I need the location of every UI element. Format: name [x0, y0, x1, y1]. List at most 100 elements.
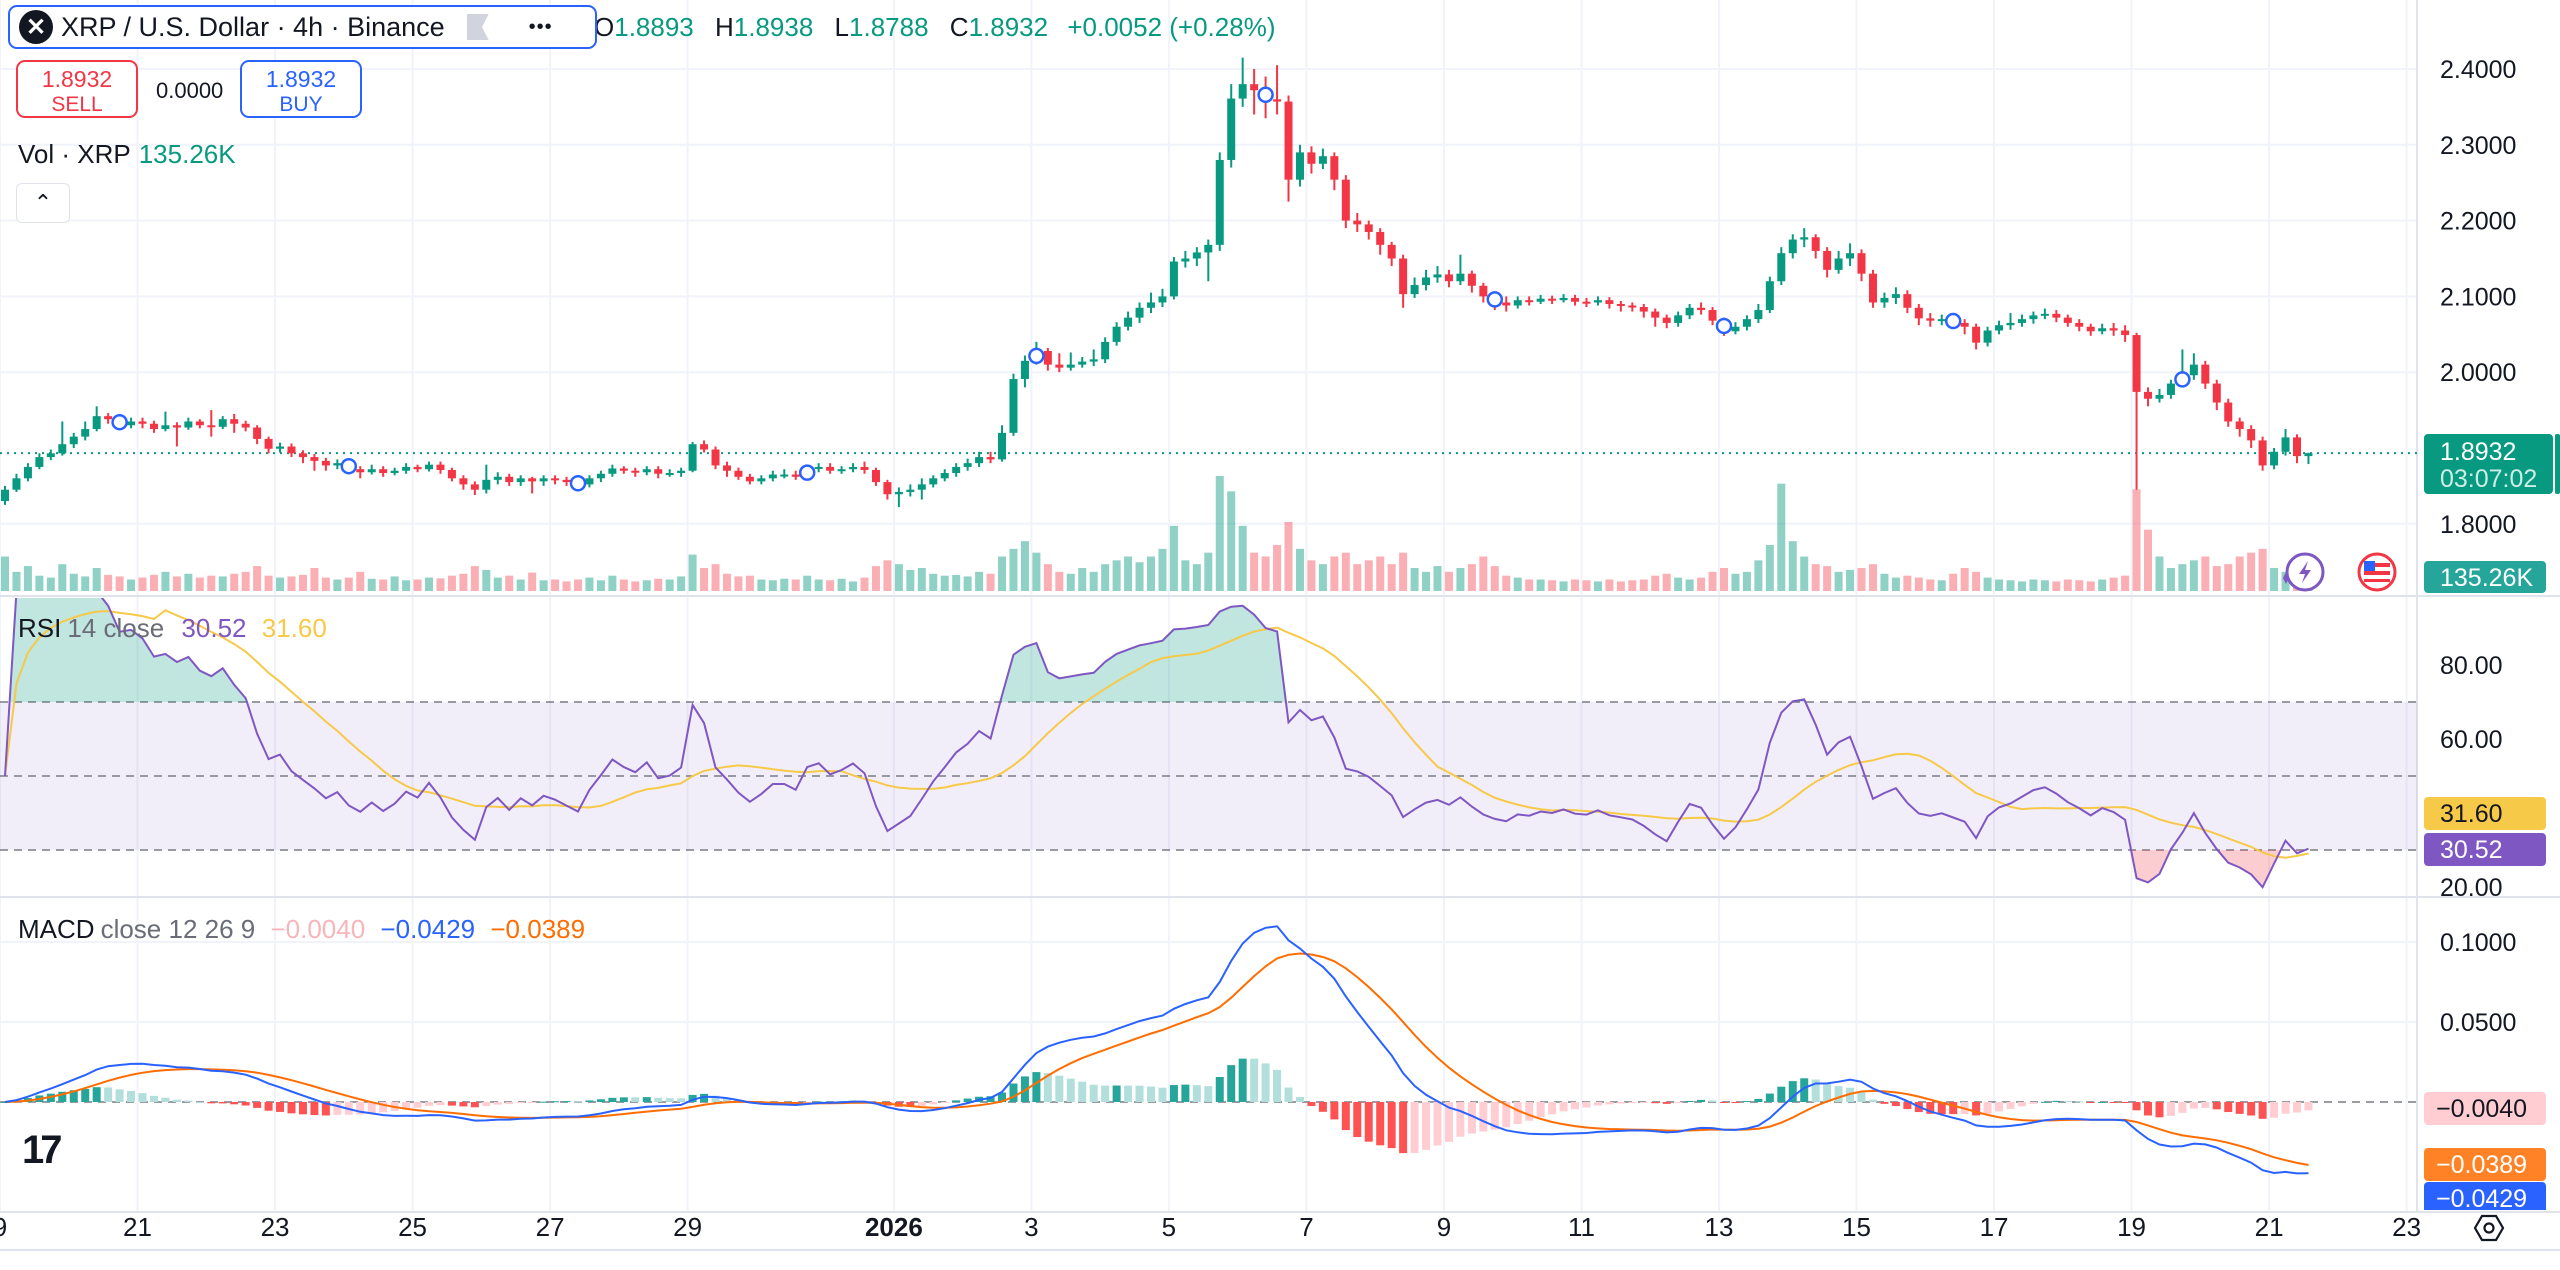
candle[interactable]	[1456, 254, 1465, 286]
candle[interactable]	[1754, 303, 1763, 323]
candle[interactable]	[1101, 337, 1110, 364]
candle[interactable]	[1697, 302, 1706, 315]
candle[interactable]	[826, 463, 835, 474]
event-marker-icon[interactable]	[1486, 291, 1504, 308]
candle[interactable]	[241, 420, 250, 432]
candle[interactable]	[906, 484, 915, 497]
flag-icon[interactable]	[466, 14, 489, 40]
candle[interactable]	[1800, 228, 1809, 248]
event-marker-icon[interactable]	[340, 457, 358, 475]
volume-legend[interactable]: Vol · XRP 135.26K	[18, 139, 236, 170]
candle[interactable]	[2189, 353, 2198, 380]
candle[interactable]	[596, 470, 605, 483]
rsi-pane[interactable]	[0, 591, 2417, 889]
candle[interactable]	[149, 420, 158, 433]
candle[interactable]	[1983, 326, 1992, 347]
rsi-legend[interactable]: RSI 14 close 30.52 31.60	[18, 613, 327, 644]
candle[interactable]	[1410, 277, 1419, 298]
candle[interactable]	[253, 425, 262, 445]
candle[interactable]	[1972, 323, 1981, 350]
candle[interactable]	[2052, 310, 2061, 323]
candle[interactable]	[837, 466, 846, 474]
candle[interactable]	[505, 473, 514, 486]
candle[interactable]	[871, 467, 880, 486]
candle[interactable]	[998, 425, 1007, 462]
candle[interactable]	[1571, 294, 1580, 306]
settings-hexagon-icon[interactable]	[2473, 1214, 2505, 1242]
candle[interactable]	[402, 463, 411, 474]
candle[interactable]	[1112, 322, 1121, 346]
macd-axis[interactable]: 0.1000 0.0500	[2440, 929, 2516, 1037]
event-marker-icon[interactable]	[1028, 347, 1045, 365]
event-marker-icon[interactable]	[1257, 86, 1274, 104]
candle[interactable]	[975, 451, 984, 467]
candle[interactable]	[1811, 234, 1820, 259]
candle[interactable]	[356, 466, 365, 479]
candle[interactable]	[1731, 322, 1740, 335]
candle[interactable]	[2201, 360, 2210, 389]
candle[interactable]	[1525, 296, 1534, 306]
candle[interactable]	[1926, 313, 1935, 327]
candle[interactable]	[184, 417, 193, 430]
candle[interactable]	[1158, 288, 1167, 308]
time-axis[interactable]: 9 21 23 25 27 29 2026 3 5 7 9 11 13 15 17 19 21 23	[0, 1212, 2421, 1242]
candle[interactable]	[230, 413, 239, 433]
candle[interactable]	[780, 469, 789, 479]
event-marker-icon[interactable]	[798, 464, 816, 481]
candle[interactable]	[310, 454, 319, 471]
candle[interactable]	[1903, 290, 1912, 314]
candle[interactable]	[860, 461, 869, 474]
candle[interactable]	[367, 464, 376, 475]
event-marker-icon[interactable]	[111, 413, 128, 431]
candle[interactable]	[986, 451, 995, 464]
candle[interactable]	[1857, 249, 1866, 282]
candle[interactable]	[528, 476, 537, 494]
candle[interactable]	[218, 416, 227, 430]
candle[interactable]	[1616, 300, 1625, 312]
candle[interactable]	[1204, 239, 1213, 282]
candle[interactable]	[757, 475, 766, 485]
event-marker-icon[interactable]	[1715, 317, 1733, 335]
candle[interactable]	[1662, 314, 1671, 329]
candle[interactable]	[1777, 247, 1786, 286]
candle[interactable]	[425, 461, 434, 472]
candle[interactable]	[631, 467, 640, 477]
candle[interactable]	[35, 453, 44, 470]
candle[interactable]	[1479, 282, 1488, 303]
candle[interactable]	[69, 432, 78, 448]
candle[interactable]	[1582, 297, 1591, 308]
price-axis[interactable]: 2.4000 2.3000 2.2000 2.1000 2.0000 1.8000	[2440, 56, 2516, 539]
candle[interactable]	[1055, 353, 1064, 373]
candle[interactable]	[1960, 319, 1969, 335]
candle[interactable]	[2293, 434, 2301, 464]
candle[interactable]	[1674, 311, 1683, 327]
candle[interactable]	[127, 417, 136, 429]
candle[interactable]	[470, 481, 479, 495]
candle[interactable]	[929, 475, 938, 488]
candle[interactable]	[1891, 287, 1900, 304]
candle[interactable]	[516, 475, 525, 486]
candle[interactable]	[883, 479, 892, 500]
candle[interactable]	[1433, 266, 1442, 283]
candle[interactable]	[1181, 250, 1190, 268]
candle[interactable]	[688, 441, 697, 473]
candle[interactable]	[1078, 357, 1087, 368]
candle[interactable]	[1742, 315, 1751, 331]
candle[interactable]	[1788, 234, 1797, 259]
candle[interactable]	[413, 464, 422, 473]
candle[interactable]	[1639, 303, 1648, 318]
candle[interactable]	[551, 475, 560, 485]
candle[interactable]	[2029, 311, 2038, 324]
candle[interactable]	[1318, 148, 1327, 170]
candle[interactable]	[195, 419, 204, 429]
candle[interactable]	[722, 461, 731, 477]
macd-legend[interactable]: MACD close 12 26 9 −0.0040 −0.0429 −0.038…	[18, 914, 585, 945]
candle[interactable]	[1834, 250, 1843, 274]
candle[interactable]	[1536, 294, 1545, 304]
candle[interactable]	[298, 450, 307, 464]
candle[interactable]	[711, 446, 720, 470]
candle[interactable]	[1295, 144, 1304, 187]
candle[interactable]	[287, 443, 296, 458]
candle[interactable]	[745, 473, 754, 485]
candle[interactable]	[2109, 322, 2118, 336]
